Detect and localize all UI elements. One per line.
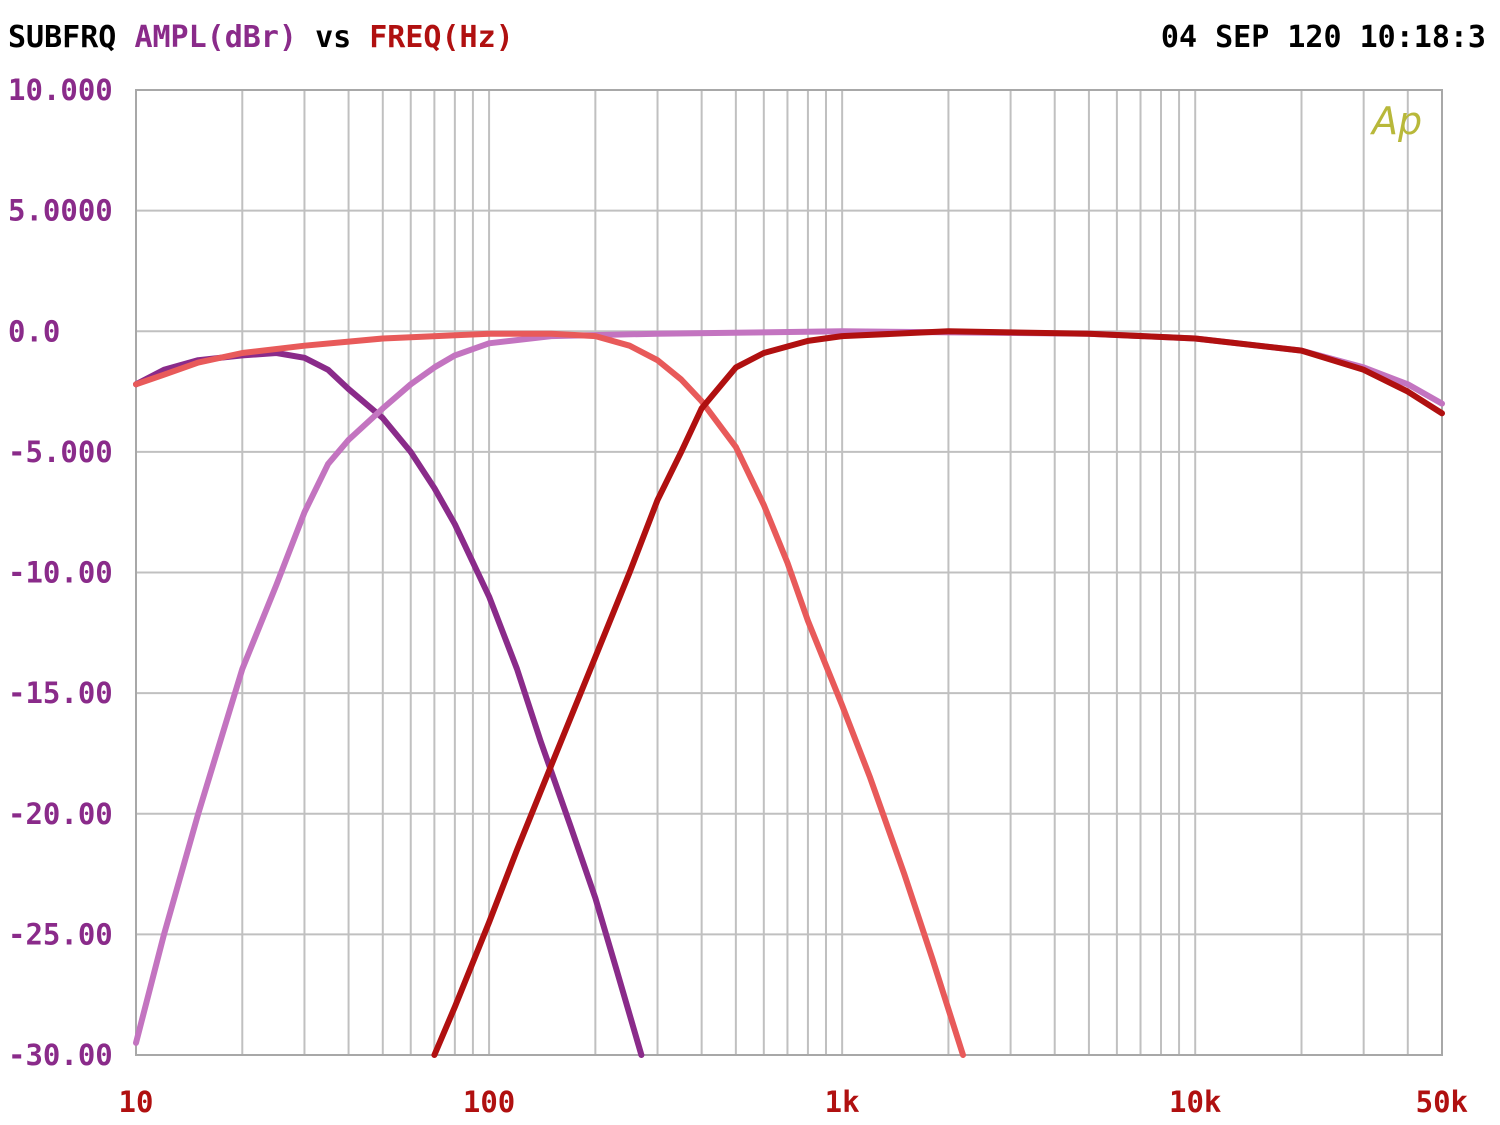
chart-header: SUBFRQ AMPL(dBr) vs FREQ(Hz) (8, 20, 514, 55)
series-line-4 (431, 328, 1445, 1058)
y-tick-label: 5.0000 (8, 194, 113, 228)
series-line-1 (133, 350, 645, 1058)
x-axis-ticks: 10 100 1k 10k 50k (119, 1085, 1468, 1119)
y-tick-label: -15.00 (8, 676, 113, 710)
series-layer (133, 328, 1445, 1058)
y-tick-label: -20.00 (8, 797, 113, 831)
grid (136, 90, 1442, 1055)
series-line-3 (133, 330, 966, 1058)
y-tick-label: -10.00 (8, 556, 113, 590)
plot-border (135, 89, 1443, 1056)
y-axis-ticks: 10.000 5.0000 0.0 -5.000 -10.00 -15.00 -20.00 -… (8, 73, 113, 1072)
vs-label: vs (315, 20, 352, 55)
y-tick-label: 0.0 (8, 314, 60, 348)
y-tick-label: -30.00 (8, 1038, 113, 1072)
y-tick-label: -25.00 (8, 917, 113, 951)
x-tick-label: 1k (825, 1085, 860, 1119)
x-tick-label: 100 (463, 1085, 515, 1119)
y-tick-label: -5.000 (8, 435, 113, 469)
ap-logo: Ap (1369, 99, 1422, 143)
series-line-2 (133, 328, 1445, 1046)
x-tick-label: 10k (1169, 1085, 1221, 1119)
x-tick-label: 10 (119, 1085, 154, 1119)
x-tick-label: 50k (1416, 1085, 1468, 1119)
sweep-name: SUBFRQ (8, 20, 117, 55)
y-quantity-label: AMPL(dBr) (134, 20, 297, 55)
x-quantity-label: FREQ(Hz) (369, 20, 514, 55)
timestamp: 04 SEP 120 10:18:3 (1160, 20, 1486, 55)
y-tick-label: 10.000 (8, 73, 113, 107)
